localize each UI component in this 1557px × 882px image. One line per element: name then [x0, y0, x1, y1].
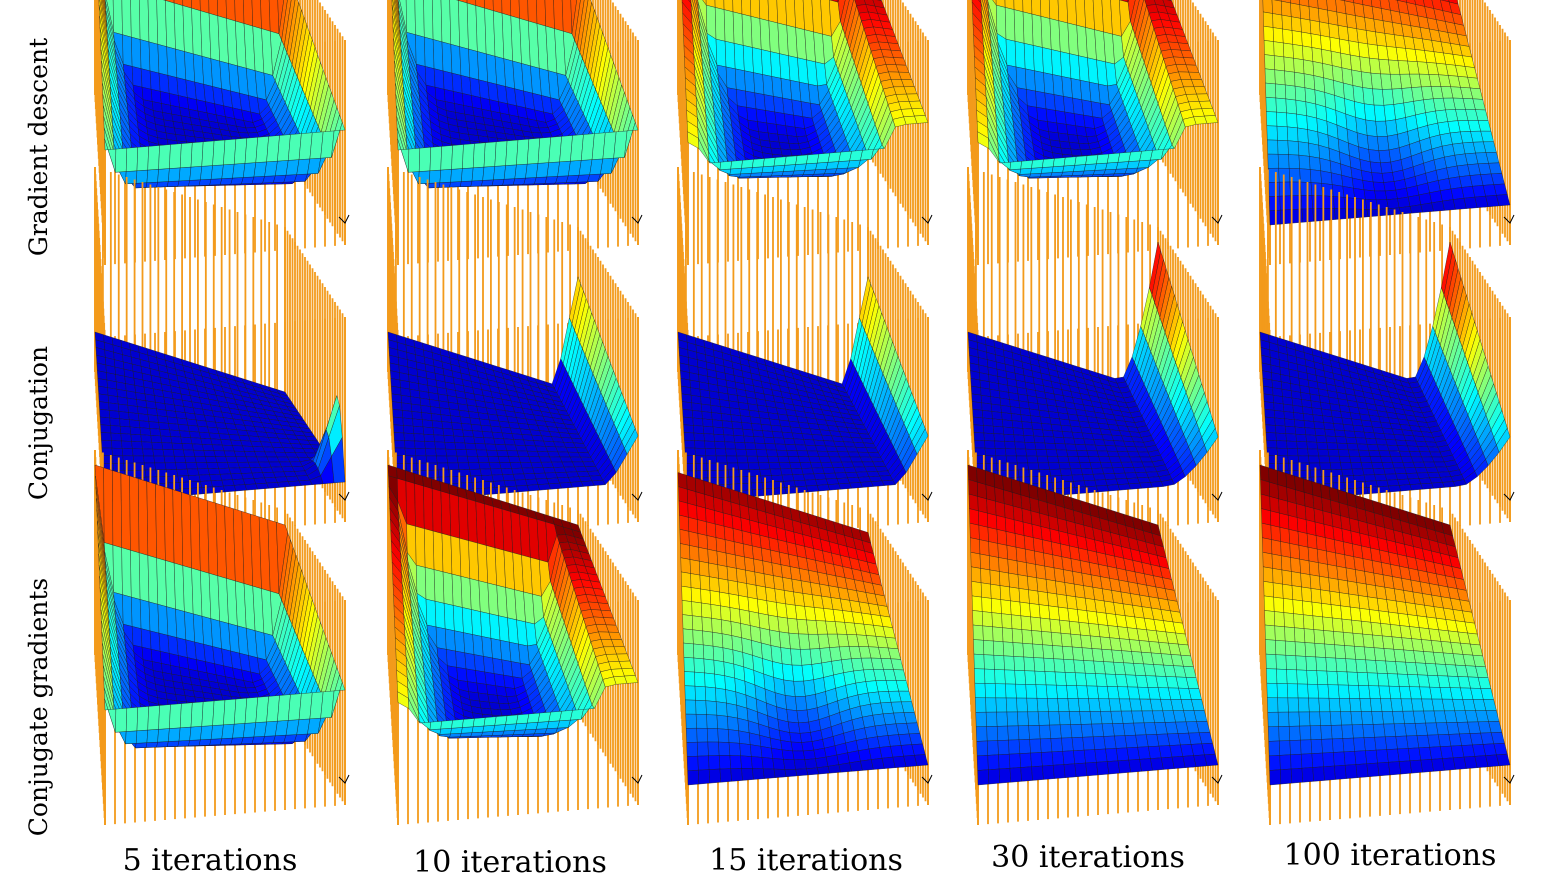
surface-mesh — [971, 0, 1219, 179]
column-label-10-iterations: 10 iterations — [413, 845, 607, 880]
axis-marker-icon — [631, 214, 643, 224]
axis-marker-icon — [1503, 774, 1515, 784]
row-label-conjugate-gradients: Conjugate gradients — [24, 577, 53, 837]
surface-panel-r3-c5 — [1259, 450, 1515, 825]
surface-mesh — [1259, 464, 1511, 786]
surface-panel-r1-c3 — [677, 0, 933, 265]
surface-mesh — [1259, 241, 1511, 503]
surface-mesh — [94, 464, 346, 749]
surface-panel-r3-c1 — [94, 450, 350, 825]
axis-marker-icon — [1211, 214, 1223, 224]
surface-panel-r2-c5 — [1259, 167, 1515, 542]
axis-marker-icon — [338, 491, 350, 501]
surface-mesh — [94, 331, 346, 503]
surface-panel-r3-c2 — [387, 450, 643, 825]
surface-mesh — [967, 241, 1219, 503]
surface-panel-r2-c4 — [967, 167, 1223, 542]
row-label-gradient-descent: Gradient descent — [24, 37, 53, 257]
column-label-100-iterations: 100 iterations — [1283, 838, 1497, 873]
surface-mesh — [98, 0, 346, 189]
surface-panel-r1-c1 — [94, 0, 350, 265]
surface-mesh — [681, 0, 929, 179]
surface-panel-r1-c4 — [967, 0, 1223, 265]
surface-panel-r1-c5 — [1259, 0, 1515, 265]
surface-panel-r3-c3 — [677, 450, 933, 825]
axis-marker-icon — [921, 774, 933, 784]
axis-marker-icon — [1211, 491, 1223, 501]
surface-mesh — [1262, 0, 1511, 226]
axis-marker-icon — [338, 774, 350, 784]
column-label-5-iterations: 5 iterations — [122, 843, 298, 878]
surface-mesh — [387, 464, 639, 739]
axis-marker-icon — [338, 214, 350, 224]
axis-marker-icon — [1503, 491, 1515, 501]
column-label-15-iterations: 15 iterations — [709, 843, 903, 878]
surface-mesh — [391, 0, 639, 189]
axis-marker-icon — [921, 491, 933, 501]
axis-marker-icon — [1503, 214, 1515, 224]
axis-marker-icon — [921, 214, 933, 224]
surface-panel-r3-c4 — [967, 450, 1223, 825]
axis-marker-icon — [1211, 774, 1223, 784]
surface-mesh — [677, 472, 929, 786]
column-label-30-iterations: 30 iterations — [991, 840, 1185, 875]
surface-mesh — [967, 464, 1219, 786]
axis-marker-icon — [631, 774, 643, 784]
axis-marker-icon — [631, 491, 643, 501]
row-label-conjugation: Conjugation — [24, 345, 53, 501]
surface-panel-r2-c1 — [94, 167, 350, 542]
surface-panel-r1-c2 — [387, 0, 643, 265]
